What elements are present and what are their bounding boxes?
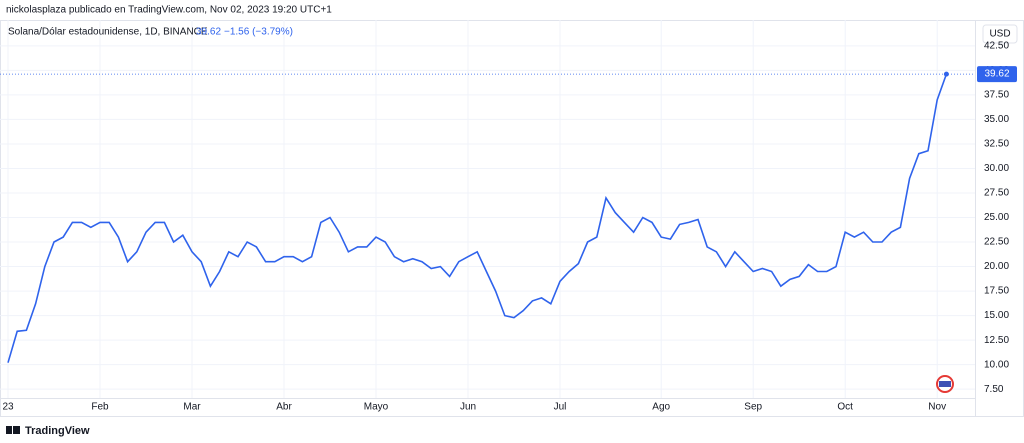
y-tick-label: 10.00 bbox=[984, 359, 1009, 370]
logo: TradingView bbox=[6, 425, 90, 437]
y-tick-label: 22.50 bbox=[984, 237, 1009, 248]
plot bbox=[0, 71, 975, 363]
y-tick-label: 30.00 bbox=[984, 163, 1009, 174]
y-tick-label: 37.50 bbox=[984, 90, 1009, 101]
price-tag bbox=[977, 66, 1017, 83]
chart-frame bbox=[0, 20, 1024, 417]
price-tag-label: 39.62 bbox=[984, 69, 1009, 80]
x-tick-label: Sep bbox=[744, 402, 762, 413]
y-tick-label: 12.50 bbox=[984, 335, 1009, 346]
x-tick-label: Feb bbox=[91, 402, 109, 413]
grid bbox=[0, 20, 975, 398]
x-tick-label: Nov bbox=[928, 402, 946, 413]
y-tick-label: 17.50 bbox=[984, 286, 1009, 297]
y-tick-label: 15.00 bbox=[984, 310, 1009, 321]
y-tick-label: 7.50 bbox=[984, 384, 1004, 395]
footer: TradingView bbox=[25, 425, 90, 437]
legend-change: −1.56 (−3.79%) bbox=[224, 27, 293, 38]
last-point bbox=[943, 71, 949, 77]
x-tick-label: Oct bbox=[837, 402, 853, 413]
x-tick-label: Jun bbox=[460, 402, 476, 413]
x-tick-label: Mayo bbox=[364, 402, 389, 413]
currency[interactable]: USD bbox=[989, 29, 1010, 40]
legend-price: 39.62 bbox=[196, 27, 221, 38]
currency-button[interactable] bbox=[982, 24, 1018, 44]
x-tick-label: Abr bbox=[276, 402, 292, 413]
flag-icon bbox=[936, 375, 954, 393]
x-tick-label: Jul bbox=[554, 402, 567, 413]
x-tick-label: Mar bbox=[183, 402, 201, 413]
y-tick-label: 20.00 bbox=[984, 261, 1009, 272]
header: nickolasplaza publicado en TradingView.c… bbox=[6, 5, 332, 16]
y-tick-label: 27.50 bbox=[984, 188, 1009, 199]
y-tick-label: 35.00 bbox=[984, 114, 1009, 125]
y-tick-label: 32.50 bbox=[984, 139, 1009, 150]
y-tick-label: 42.50 bbox=[984, 40, 1009, 51]
x-tick-label: Ago bbox=[652, 402, 670, 413]
x-tick-label: 23 bbox=[2, 402, 14, 413]
price-line bbox=[7, 73, 948, 363]
legend-series: Solana/Dólar estadounidense, 1D, BINANCE bbox=[8, 27, 208, 38]
y-tick-label: 25.00 bbox=[984, 212, 1009, 223]
